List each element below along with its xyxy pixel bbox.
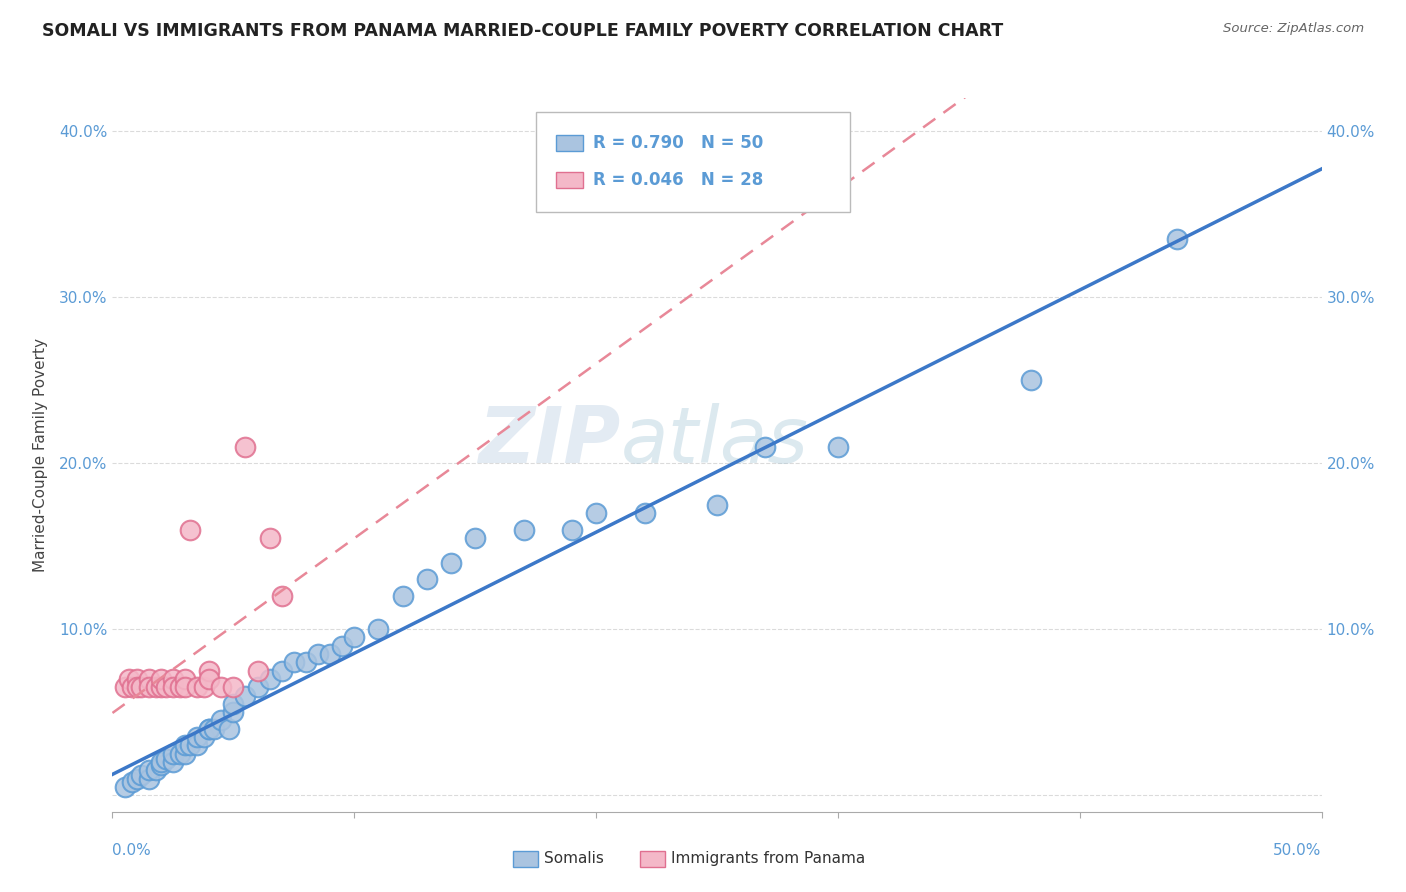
Text: ZIP: ZIP bbox=[478, 402, 620, 479]
Point bbox=[114, 780, 136, 794]
Point bbox=[1166, 232, 1188, 246]
Point bbox=[259, 672, 281, 686]
Point bbox=[440, 556, 463, 570]
Point bbox=[1021, 373, 1043, 387]
Point bbox=[125, 680, 148, 694]
Point bbox=[149, 758, 172, 772]
Point bbox=[125, 772, 148, 786]
Point bbox=[118, 672, 141, 686]
Point bbox=[319, 647, 342, 661]
Text: 0.0%: 0.0% bbox=[112, 843, 152, 858]
Point bbox=[512, 523, 534, 537]
Point bbox=[186, 680, 208, 694]
Point bbox=[367, 622, 389, 636]
Point bbox=[149, 755, 172, 769]
Point bbox=[464, 531, 486, 545]
Point bbox=[754, 440, 776, 454]
Point bbox=[198, 672, 221, 686]
Point bbox=[198, 664, 221, 678]
Point bbox=[155, 680, 177, 694]
Point bbox=[145, 763, 167, 777]
Point bbox=[246, 680, 269, 694]
Point bbox=[270, 589, 292, 603]
Point bbox=[416, 573, 439, 587]
Text: Source: ZipAtlas.com: Source: ZipAtlas.com bbox=[1223, 22, 1364, 36]
Point bbox=[218, 722, 240, 736]
Point bbox=[270, 664, 292, 678]
Point bbox=[162, 680, 184, 694]
Point bbox=[827, 440, 849, 454]
FancyBboxPatch shape bbox=[557, 136, 583, 151]
Text: Immigrants from Panama: Immigrants from Panama bbox=[671, 852, 865, 866]
Point bbox=[121, 680, 143, 694]
Point bbox=[169, 747, 191, 761]
Point bbox=[295, 656, 318, 670]
Point bbox=[138, 772, 160, 786]
Point bbox=[174, 680, 197, 694]
Point bbox=[155, 751, 177, 765]
Point bbox=[246, 664, 269, 678]
Point bbox=[186, 739, 208, 753]
Point bbox=[330, 639, 353, 653]
Point bbox=[198, 722, 221, 736]
Y-axis label: Married-Couple Family Poverty: Married-Couple Family Poverty bbox=[32, 338, 48, 572]
Point bbox=[179, 523, 201, 537]
Point bbox=[179, 739, 201, 753]
Point bbox=[138, 680, 160, 694]
Point bbox=[125, 672, 148, 686]
Point bbox=[174, 739, 197, 753]
Point bbox=[131, 768, 153, 782]
Point bbox=[131, 680, 153, 694]
Point bbox=[193, 680, 215, 694]
Point bbox=[222, 697, 245, 711]
Point bbox=[162, 747, 184, 761]
Text: Somalis: Somalis bbox=[544, 852, 605, 866]
Point bbox=[585, 506, 607, 520]
Point bbox=[209, 680, 232, 694]
Point bbox=[209, 714, 232, 728]
Point bbox=[235, 440, 257, 454]
Point bbox=[222, 705, 245, 719]
Point bbox=[145, 680, 167, 694]
Point bbox=[174, 672, 197, 686]
Point bbox=[162, 672, 184, 686]
Point bbox=[138, 672, 160, 686]
Point bbox=[193, 730, 215, 744]
Text: SOMALI VS IMMIGRANTS FROM PANAMA MARRIED-COUPLE FAMILY POVERTY CORRELATION CHART: SOMALI VS IMMIGRANTS FROM PANAMA MARRIED… bbox=[42, 22, 1004, 40]
FancyBboxPatch shape bbox=[557, 172, 583, 188]
Point bbox=[235, 689, 257, 703]
Point bbox=[138, 763, 160, 777]
Point bbox=[149, 680, 172, 694]
Point bbox=[169, 680, 191, 694]
Point bbox=[174, 747, 197, 761]
Text: atlas: atlas bbox=[620, 402, 808, 479]
Point bbox=[561, 523, 583, 537]
Point bbox=[343, 631, 366, 645]
Point bbox=[114, 680, 136, 694]
Text: R = 0.046   N = 28: R = 0.046 N = 28 bbox=[592, 171, 763, 189]
Point bbox=[149, 672, 172, 686]
Point bbox=[162, 755, 184, 769]
Point bbox=[202, 722, 225, 736]
Text: 50.0%: 50.0% bbox=[1274, 843, 1322, 858]
Point bbox=[633, 506, 655, 520]
Point bbox=[706, 498, 728, 512]
Point bbox=[222, 680, 245, 694]
Text: R = 0.790   N = 50: R = 0.790 N = 50 bbox=[592, 134, 763, 152]
Point bbox=[283, 656, 305, 670]
Point bbox=[391, 589, 413, 603]
Point bbox=[259, 531, 281, 545]
Point bbox=[307, 647, 329, 661]
FancyBboxPatch shape bbox=[536, 112, 851, 212]
Point bbox=[186, 730, 208, 744]
Point bbox=[198, 722, 221, 736]
Point bbox=[121, 775, 143, 789]
